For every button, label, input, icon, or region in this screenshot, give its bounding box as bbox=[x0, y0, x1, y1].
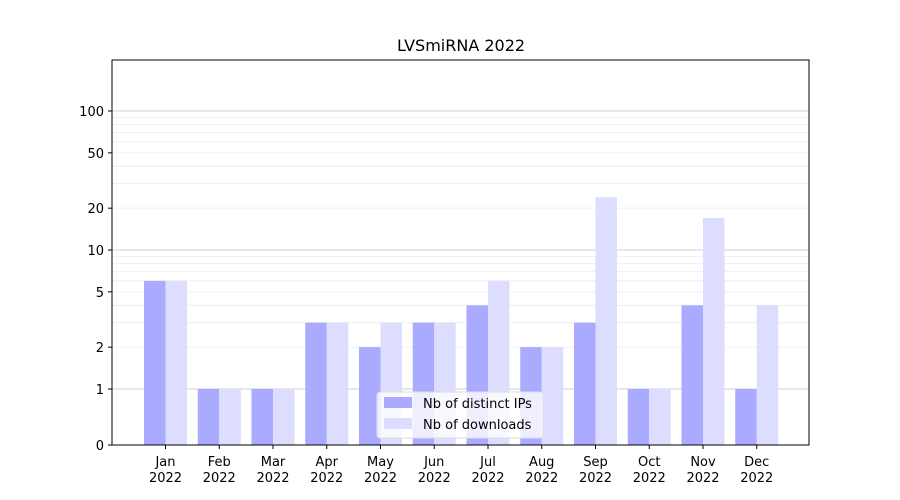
bar-distinct-ips bbox=[251, 389, 273, 445]
y-tick-label: 5 bbox=[96, 286, 104, 301]
x-tick-label-year: 2022 bbox=[525, 471, 558, 486]
y-tick-label: 20 bbox=[87, 202, 104, 217]
x-tick-label-month: Feb bbox=[208, 455, 231, 470]
bar-distinct-ips bbox=[574, 322, 596, 445]
bar-distinct-ips bbox=[681, 305, 703, 445]
grid bbox=[112, 110, 809, 390]
y-tick-label: 50 bbox=[87, 147, 104, 162]
y-tick-label: 1 bbox=[96, 383, 104, 398]
legend: Nb of distinct IPs Nb of downloads bbox=[376, 391, 544, 439]
bar-distinct-ips bbox=[305, 322, 327, 445]
bar-distinct-ips bbox=[627, 389, 650, 445]
chart-title: LVSmiRNA 2022 bbox=[397, 36, 525, 55]
x-tick-label-month: Oct bbox=[638, 455, 660, 470]
bar-downloads bbox=[165, 280, 187, 445]
x-tick-label-month: Mar bbox=[261, 455, 286, 470]
x-tick-label-month: May bbox=[367, 455, 394, 470]
x-tick-label-year: 2022 bbox=[633, 471, 666, 486]
plot-frame bbox=[111, 59, 810, 446]
x-tick-label-year: 2022 bbox=[471, 471, 504, 486]
x-tick-label-month: Nov bbox=[690, 455, 716, 470]
x-tick-label-year: 2022 bbox=[364, 471, 397, 486]
bar-downloads bbox=[273, 389, 295, 445]
y-tick-label: 2 bbox=[96, 341, 104, 356]
x-tick-label-year: 2022 bbox=[310, 471, 343, 486]
bar-downloads bbox=[595, 197, 617, 445]
x-tick-label-month: Jan bbox=[154, 455, 175, 470]
x-tick-label-month: Jul bbox=[479, 455, 496, 470]
legend-swatch bbox=[384, 397, 412, 408]
bar-downloads bbox=[756, 305, 779, 445]
x-tick-label-year: 2022 bbox=[203, 471, 236, 486]
y-tick-label: 0 bbox=[96, 439, 104, 454]
x-tick-label-month: Apr bbox=[316, 455, 339, 470]
x-tick-label-month: Sep bbox=[583, 455, 608, 470]
x-tick-label-year: 2022 bbox=[256, 471, 289, 486]
bar-distinct-ips bbox=[359, 347, 381, 445]
x-tick-label-year: 2022 bbox=[686, 471, 719, 486]
bar-distinct-ips bbox=[735, 389, 757, 445]
x-tick-label-year: 2022 bbox=[740, 471, 773, 486]
bar-downloads bbox=[219, 389, 241, 445]
x-tick-label-year: 2022 bbox=[418, 471, 451, 486]
bar-downloads bbox=[649, 389, 671, 445]
y-axis: 0 1 2 5 10 20 50 100 bbox=[79, 105, 112, 454]
bar-distinct-ips bbox=[197, 389, 220, 445]
bar-downloads bbox=[326, 322, 349, 445]
legend-swatch bbox=[384, 418, 412, 429]
y-tick-label: 10 bbox=[87, 244, 104, 259]
legend-box bbox=[376, 391, 544, 439]
bar-distinct-ips bbox=[144, 280, 166, 445]
bar-downloads bbox=[541, 347, 564, 445]
x-tick-label-year: 2022 bbox=[149, 471, 182, 486]
legend-label: Nb of distinct IPs bbox=[423, 397, 532, 412]
x-tick-label-month: Jun bbox=[423, 455, 444, 470]
x-tick-label-month: Dec bbox=[744, 455, 769, 470]
bar-downloads bbox=[703, 217, 725, 445]
y-tick-label: 100 bbox=[79, 105, 104, 120]
x-axis: Jan2022Feb2022Mar2022Apr2022May2022Jun20… bbox=[149, 445, 773, 486]
x-tick-label-month: Aug bbox=[529, 455, 554, 470]
legend-label: Nb of downloads bbox=[423, 418, 532, 433]
x-tick-label-year: 2022 bbox=[579, 471, 612, 486]
